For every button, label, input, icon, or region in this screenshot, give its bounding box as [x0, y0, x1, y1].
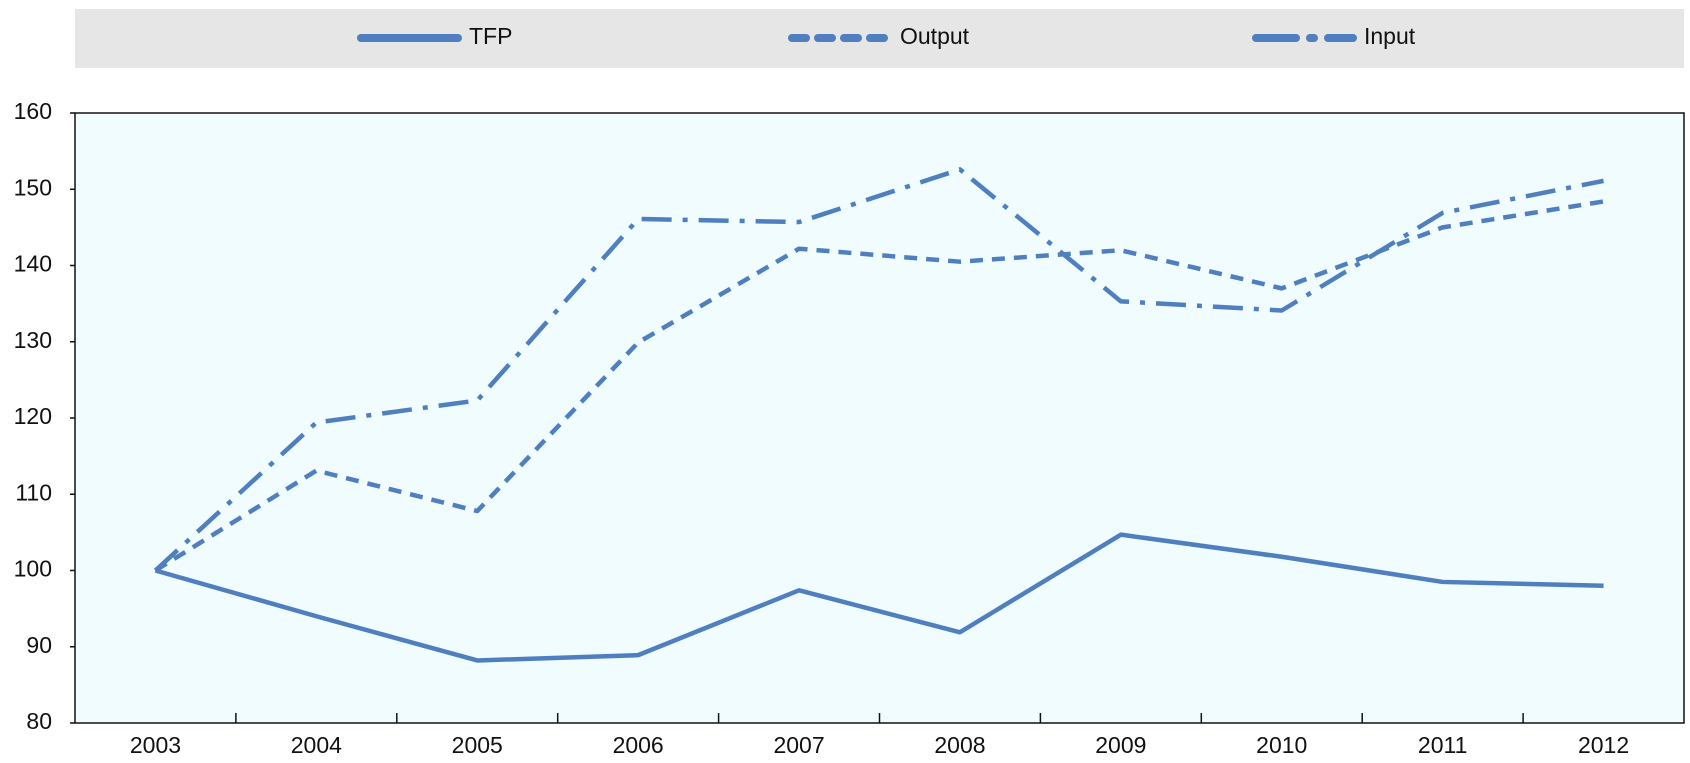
- x-tick-label: 2005: [452, 732, 503, 758]
- y-tick-label: 90: [26, 632, 52, 658]
- series-line: [154, 532, 1604, 663]
- legend-label: TFP: [469, 23, 512, 49]
- y-tick-label: 80: [26, 708, 52, 734]
- x-tick-label: 2009: [1095, 732, 1146, 758]
- x-tick-label: 2004: [291, 732, 342, 758]
- x-tick-label: 2008: [934, 732, 985, 758]
- x-tick-label: 2007: [773, 732, 824, 758]
- y-tick-label: 140: [14, 251, 52, 277]
- y-tick-label: 150: [14, 174, 52, 200]
- x-tick-label: 2011: [1418, 732, 1467, 758]
- series-line: [154, 199, 1604, 573]
- plot-area: [74, 112, 1685, 724]
- y-tick-label: 100: [14, 556, 52, 582]
- series-line: [153, 167, 1604, 573]
- y-tick-label: 110: [15, 479, 52, 505]
- x-tick-label: 2010: [1256, 732, 1307, 758]
- x-tick-label: 2012: [1578, 732, 1629, 758]
- y-tick-label: 130: [14, 327, 52, 353]
- x-tick-label: 2003: [130, 732, 181, 758]
- legend-label: Output: [900, 23, 970, 49]
- y-tick-label: 160: [14, 98, 52, 124]
- legend-label: Input: [1364, 23, 1416, 49]
- y-tick-label: 120: [14, 403, 52, 429]
- x-tick-label: 2006: [613, 732, 664, 758]
